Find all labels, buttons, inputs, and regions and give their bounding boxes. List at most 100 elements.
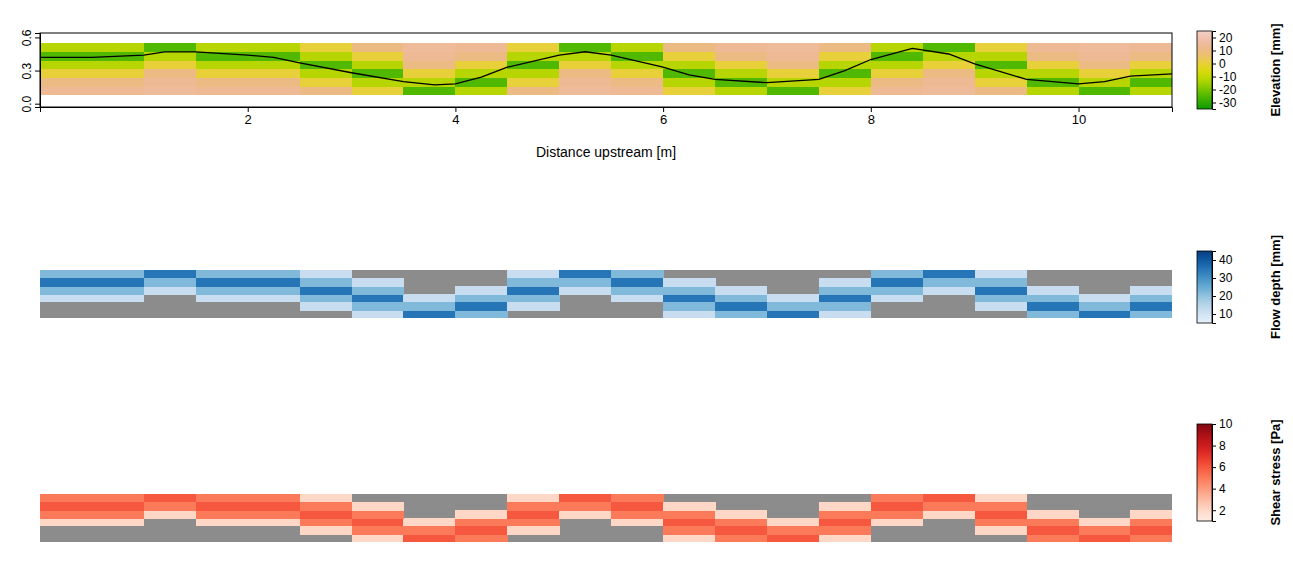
heat-cell bbox=[1079, 302, 1131, 311]
heat-cell bbox=[663, 286, 715, 294]
heat-cell bbox=[559, 502, 611, 511]
heat-cell bbox=[507, 278, 559, 287]
heat-cell bbox=[144, 494, 196, 502]
heat-cell bbox=[975, 43, 1027, 52]
heat-cell bbox=[40, 52, 92, 61]
heat-cell bbox=[507, 526, 559, 535]
heat-cell bbox=[455, 310, 507, 318]
heat-cell bbox=[507, 270, 559, 278]
heat-cell bbox=[196, 86, 248, 95]
colorbar-tick-label: -10 bbox=[1219, 70, 1237, 84]
heat-cell bbox=[1130, 294, 1172, 302]
heat-cell bbox=[611, 502, 663, 511]
heat-cell bbox=[40, 86, 92, 95]
colorbar-tick-label: 4 bbox=[1219, 482, 1226, 496]
dry-area bbox=[40, 494, 1172, 542]
heat-cell bbox=[663, 510, 715, 518]
heat-cell bbox=[611, 52, 663, 61]
heat-cell bbox=[352, 43, 404, 52]
heat-cell bbox=[975, 278, 1027, 287]
heat-cell bbox=[715, 302, 767, 311]
heat-cell bbox=[663, 69, 715, 78]
heat-cell bbox=[663, 52, 715, 61]
heat-cell bbox=[559, 494, 611, 502]
heat-cell bbox=[352, 502, 404, 511]
x-axis-title: Distance upstream [m] bbox=[536, 144, 676, 160]
heat-cell bbox=[92, 502, 144, 511]
heat-cell bbox=[248, 69, 300, 78]
colorbar-axis-line bbox=[1213, 32, 1217, 110]
heat-cell bbox=[1027, 302, 1079, 311]
heat-cell bbox=[611, 43, 663, 52]
colorbar-tick-label: 20 bbox=[1219, 31, 1233, 45]
heat-cell bbox=[975, 510, 1027, 518]
heat-cell bbox=[300, 510, 352, 518]
heat-cell bbox=[715, 518, 767, 526]
heat-cell bbox=[455, 534, 507, 542]
heat-cell bbox=[559, 286, 611, 294]
heat-cell bbox=[300, 278, 352, 287]
x-tick-label: 6 bbox=[660, 112, 667, 127]
heat-cell bbox=[352, 60, 404, 69]
heat-cell bbox=[40, 278, 92, 287]
heat-cell bbox=[663, 302, 715, 311]
heat-cell bbox=[455, 510, 507, 518]
x-tick: 10 bbox=[1072, 107, 1086, 127]
y-tick-mark bbox=[35, 104, 40, 105]
heat-cell bbox=[144, 510, 196, 518]
heat-cell bbox=[196, 518, 248, 526]
heat-cell bbox=[507, 286, 559, 294]
heat-cell bbox=[300, 69, 352, 78]
heat-cell bbox=[923, 78, 975, 87]
heat-cell bbox=[767, 526, 819, 535]
heat-cell bbox=[40, 60, 92, 69]
heat-cell bbox=[403, 60, 455, 69]
heat-cell bbox=[819, 278, 871, 287]
colorbar-tick-label: 8 bbox=[1219, 439, 1226, 453]
x-tick-label: 8 bbox=[868, 112, 875, 127]
heat-cell bbox=[352, 294, 404, 302]
heat-cell bbox=[663, 502, 715, 511]
heat-cell bbox=[871, 494, 923, 502]
y-axis-line bbox=[35, 34, 41, 108]
heat-cell bbox=[767, 60, 819, 69]
colorbar-tick-label: 20 bbox=[1219, 289, 1233, 303]
colorbar-tick: 20 bbox=[1212, 289, 1233, 303]
heat-cell bbox=[871, 502, 923, 511]
heat-cell bbox=[819, 60, 871, 69]
heat-cell bbox=[559, 278, 611, 287]
heat-cell bbox=[975, 78, 1027, 87]
colorbar-title: Shear stress [Pa] bbox=[1268, 419, 1283, 525]
colorbar-tick: 10 bbox=[1212, 307, 1233, 321]
colorbar-tick-label: 6 bbox=[1219, 460, 1226, 474]
heat-cell bbox=[871, 294, 923, 302]
heat-cell bbox=[40, 510, 92, 518]
heat-cell bbox=[248, 510, 300, 518]
colorbar-tick-mark bbox=[1212, 510, 1216, 511]
heat-cell bbox=[507, 518, 559, 526]
colorbar-scale bbox=[1197, 31, 1212, 109]
heat-cell bbox=[455, 294, 507, 302]
colorbar-tick: -10 bbox=[1212, 70, 1237, 84]
colorbar-tick-mark bbox=[1212, 467, 1216, 468]
heat-cell bbox=[1027, 69, 1079, 78]
heat-cell bbox=[1027, 52, 1079, 61]
heat-cell bbox=[300, 78, 352, 87]
heat-cell bbox=[40, 69, 92, 78]
colorbar-tick-label: 0 bbox=[1219, 57, 1226, 71]
heat-cell bbox=[1079, 518, 1131, 526]
colorbar-tick-label: 30 bbox=[1219, 271, 1233, 285]
plot-area bbox=[40, 270, 1172, 318]
heat-cell bbox=[559, 270, 611, 278]
heat-cell bbox=[144, 278, 196, 287]
heat-cell bbox=[871, 270, 923, 278]
heat-cell bbox=[923, 86, 975, 95]
heat-cell bbox=[144, 502, 196, 511]
heat-cell bbox=[1130, 310, 1172, 318]
colorbar-scale bbox=[1197, 424, 1212, 521]
heat-cell bbox=[1130, 60, 1172, 69]
heat-cell bbox=[1079, 43, 1131, 52]
heat-cell bbox=[1130, 302, 1172, 311]
heat-cell bbox=[248, 286, 300, 294]
heat-cell bbox=[611, 286, 663, 294]
